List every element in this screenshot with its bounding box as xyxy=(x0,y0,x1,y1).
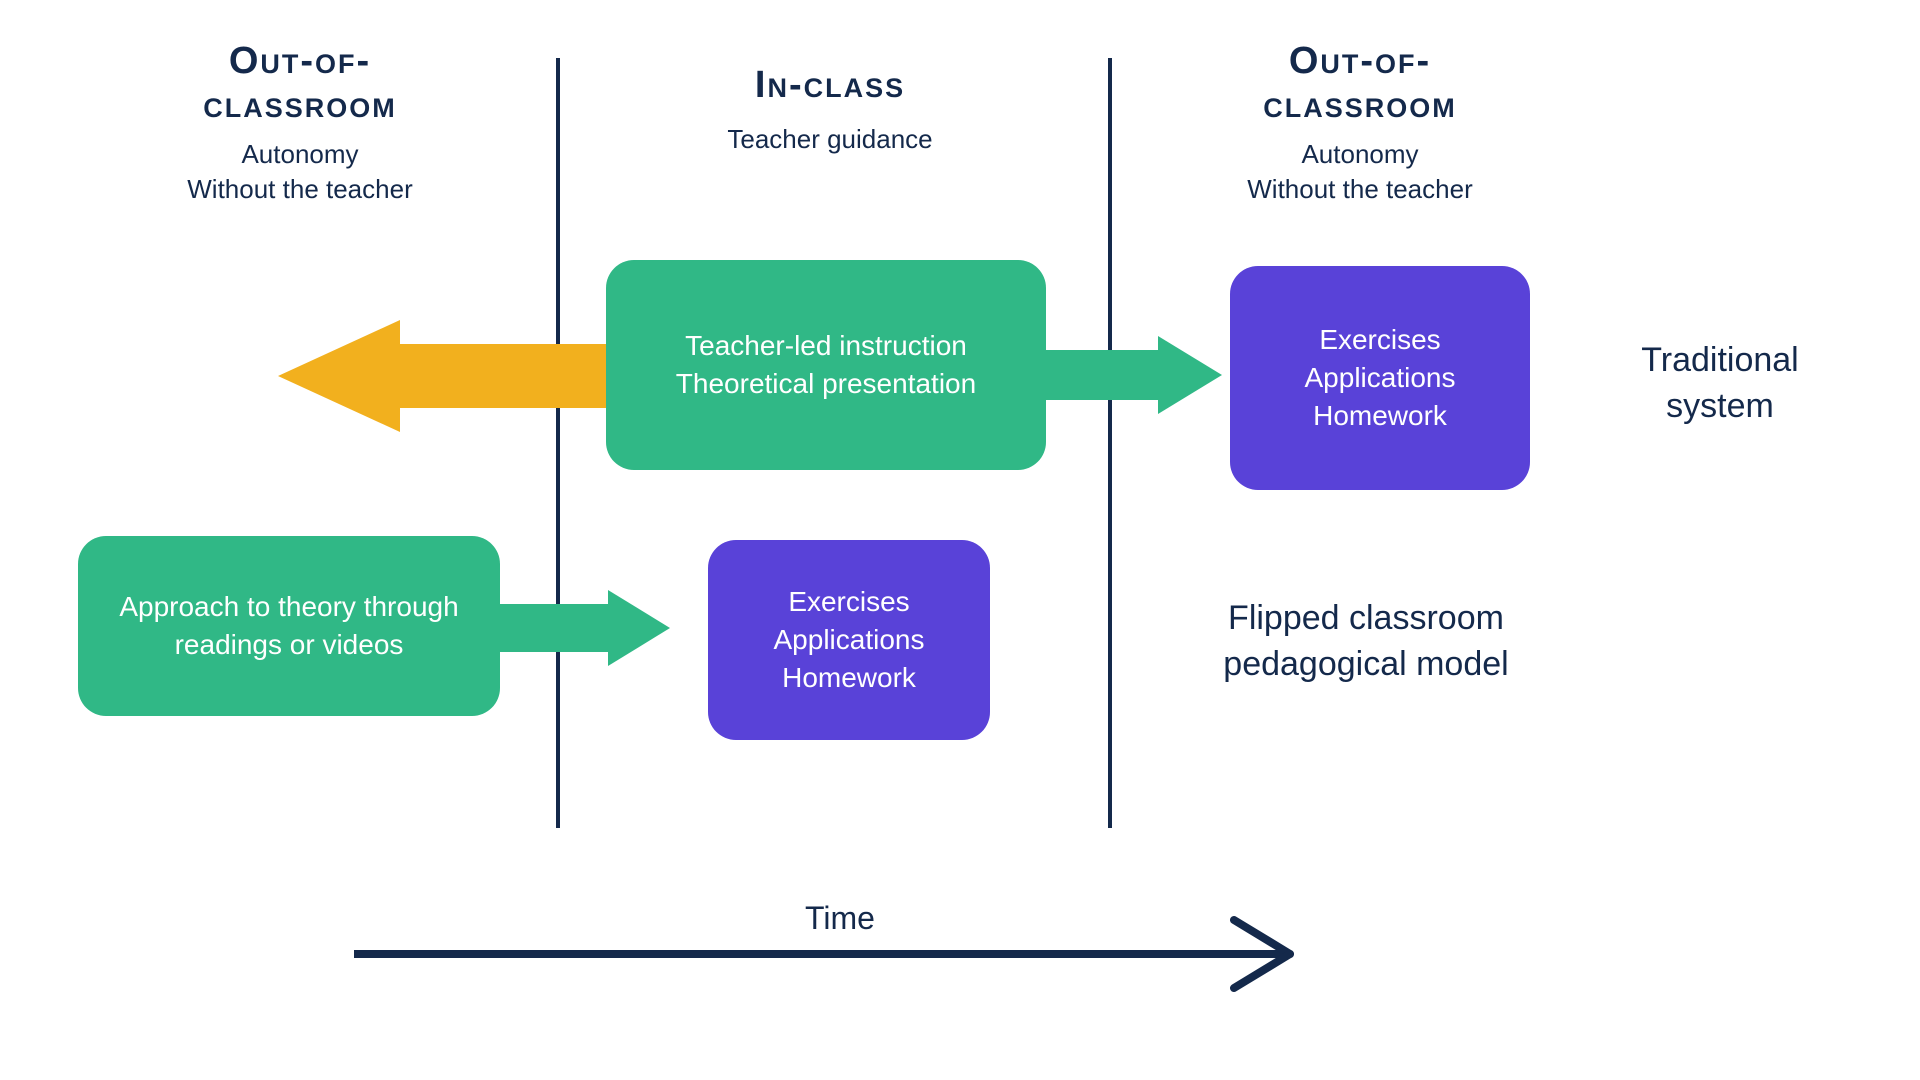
box-exr-l2: Applications xyxy=(1305,359,1456,397)
box-exercises-mid: Exercises Applications Homework xyxy=(708,540,990,740)
box-exr-l3: Homework xyxy=(1313,397,1447,435)
box-exm-l1: Exercises xyxy=(788,583,909,621)
box-teacher-l2: Theoretical presentation xyxy=(676,365,976,403)
label-time-text: Time xyxy=(805,900,875,936)
box-teacher-l1: Teacher-led instruction xyxy=(685,327,967,365)
label-time: Time xyxy=(760,900,920,937)
label-flip-l2: pedagogical model xyxy=(1223,645,1508,683)
box-exercises-right: Exercises Applications Homework xyxy=(1230,266,1530,490)
label-trad-l1: Traditional xyxy=(1641,341,1798,379)
box-teacher-led: Teacher-led instruction Theoretical pres… xyxy=(606,260,1046,470)
box-approach-theory: Approach to theory through readings or v… xyxy=(78,536,500,716)
box-appr-l1: Approach to theory through xyxy=(119,588,458,626)
label-flip-l1: Flipped classroom xyxy=(1228,599,1504,637)
box-exr-l1: Exercises xyxy=(1319,321,1440,359)
label-trad-l2: system xyxy=(1666,387,1774,425)
label-flipped: Flipped classroom pedagogical model xyxy=(1156,596,1576,688)
box-appr-l2: readings or videos xyxy=(175,626,404,664)
label-traditional: Traditional system xyxy=(1580,338,1860,430)
box-exm-l2: Applications xyxy=(774,621,925,659)
box-exm-l3: Homework xyxy=(782,659,916,697)
